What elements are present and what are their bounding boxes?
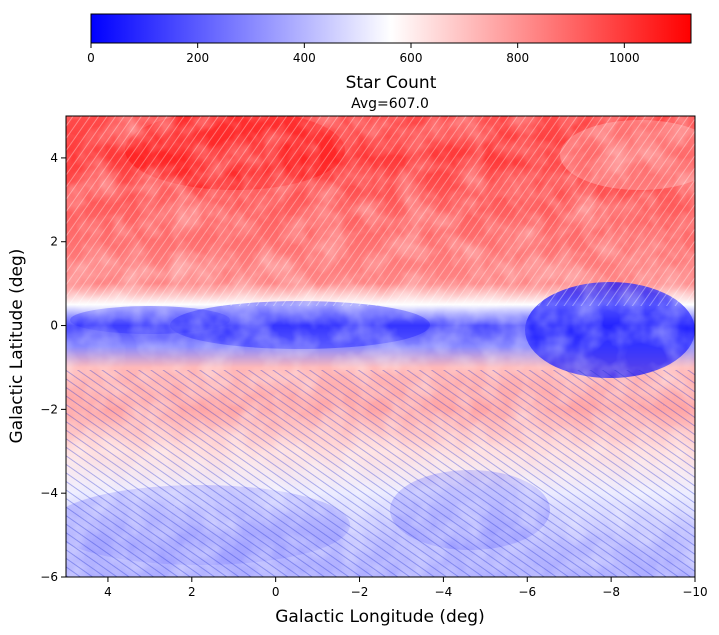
y-tick-label: −2: [40, 402, 58, 416]
colorbar: 0 200 400 600 800 1000 Star Count: [87, 13, 692, 93]
colorbar-label: Star Count: [346, 73, 437, 93]
plot-area: 4 2 0 −2 −4 −6 −8 −10 −6 −4 −2 0 2 4: [40, 115, 708, 599]
x-tick-label: 4: [104, 585, 112, 599]
y-tick-label: −4: [40, 486, 58, 500]
x-axis-ticks: 4 2 0 −2 −4 −6 −8 −10: [104, 577, 708, 599]
y-axis-label: Galactic Latitude (deg): [7, 249, 27, 444]
x-axis-label: Galactic Longitude (deg): [275, 607, 484, 627]
y-tick-label: 2: [50, 235, 58, 249]
chart-title: Avg=607.0: [351, 96, 429, 112]
colorbar-tick-label: 200: [186, 51, 209, 65]
colorbar-ticks: 0 200 400 600 800 1000: [87, 43, 640, 65]
y-tick-label: 4: [50, 151, 58, 165]
x-tick-label: 2: [188, 585, 196, 599]
colorbar-tick-label: 0: [87, 51, 95, 65]
x-tick-label: −4: [435, 585, 453, 599]
x-tick-label: −8: [602, 585, 620, 599]
colorbar-tick-label: 600: [400, 51, 423, 65]
y-tick-label: −6: [40, 570, 58, 584]
y-tick-label: 0: [50, 319, 58, 333]
scan-stripes-top: [66, 116, 695, 306]
x-tick-label: 0: [272, 585, 280, 599]
colorbar-tick-label: 400: [293, 51, 316, 65]
colorbar-tick-label: 1000: [609, 51, 640, 65]
y-axis-ticks: −6 −4 −2 0 2 4: [40, 151, 66, 584]
colorbar-tick-label: 800: [506, 51, 529, 65]
x-tick-label: −6: [518, 585, 536, 599]
colorbar-gradient: [90, 13, 692, 44]
plot-frame: [65, 115, 696, 578]
x-tick-label: −10: [682, 585, 707, 599]
x-tick-label: −2: [351, 585, 369, 599]
scan-stripes-bottom: [66, 370, 695, 577]
